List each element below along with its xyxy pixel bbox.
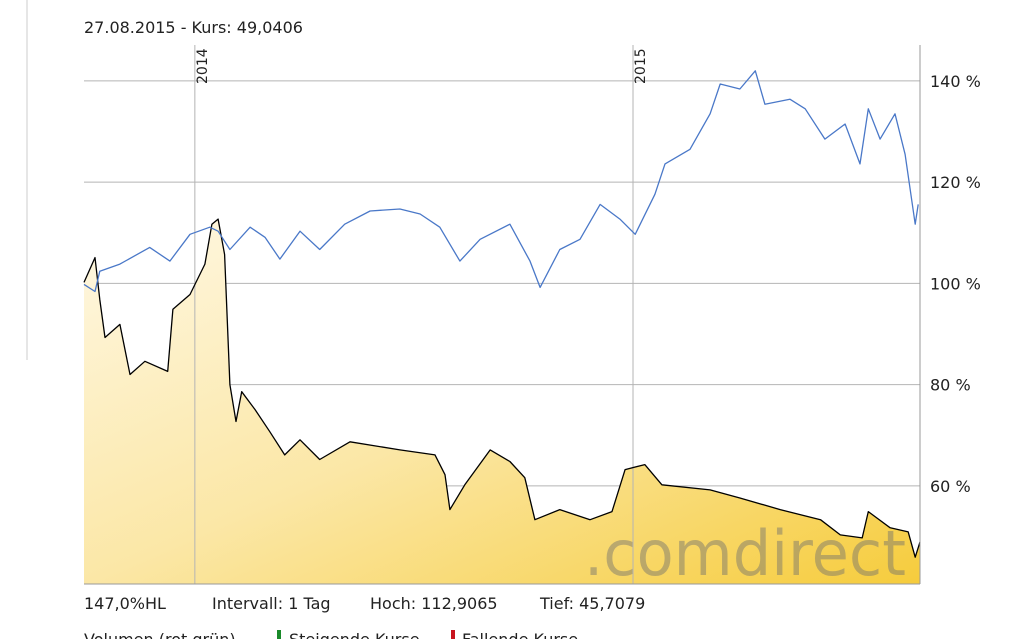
y-tick-label: 80 % xyxy=(930,376,971,395)
falling-label: Fallende Kurse xyxy=(462,630,578,639)
series-line xyxy=(83,218,921,558)
volume-note: Volumen (rot grün) xyxy=(84,630,236,639)
footer-range: 147,0%HL xyxy=(84,594,166,613)
footer-interval: Intervall: 1 Tag xyxy=(212,594,331,613)
chart-title: 27.08.2015 - Kurs: 49,0406 xyxy=(84,18,303,37)
x-tick-label: 2015 xyxy=(633,48,649,84)
watermark: .comdirect xyxy=(584,517,906,590)
y-tick-label: 60 % xyxy=(930,477,971,496)
y-tick-label: 140 % xyxy=(930,72,981,91)
y-tick-label: 100 % xyxy=(930,274,981,293)
footer-low: Tief: 45,7079 xyxy=(539,594,645,613)
area-fill xyxy=(84,219,920,584)
rising-swatch xyxy=(277,630,281,639)
x-tick-label: 2014 xyxy=(195,48,211,84)
footer-high: Hoch: 112,9065 xyxy=(370,594,498,613)
series-line xyxy=(83,70,919,293)
falling-swatch xyxy=(451,630,455,639)
plot-area: 60 % 80 % 100 % 120 % 140 % .comdirect 2014 201… xyxy=(83,45,981,590)
rising-label: Steigende Kurse xyxy=(289,630,420,639)
y-tick-label: 120 % xyxy=(930,173,981,192)
